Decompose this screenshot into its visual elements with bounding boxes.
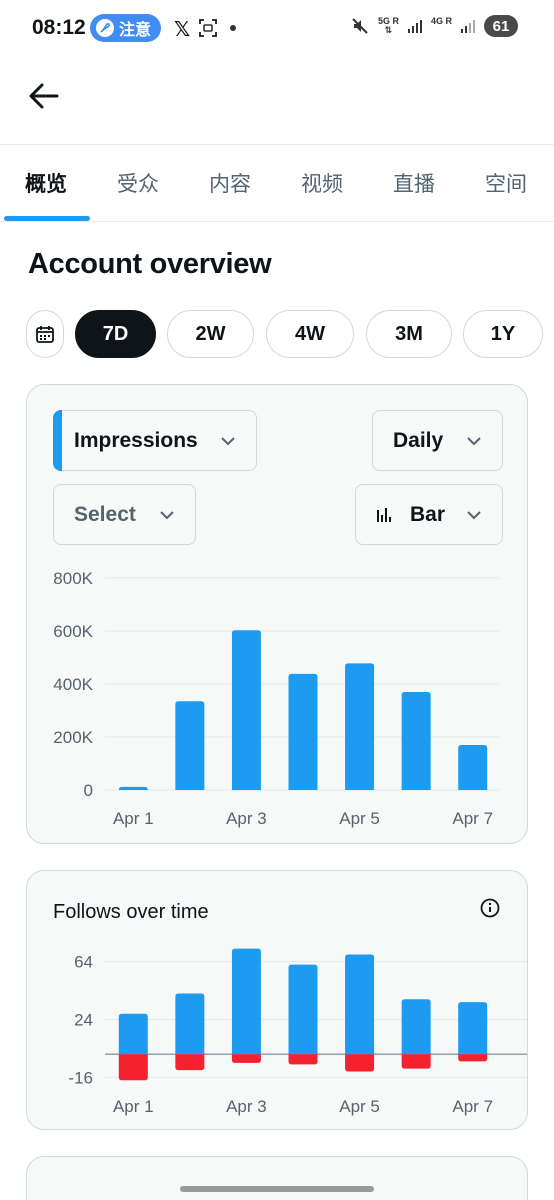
bar [288, 964, 318, 1055]
chevron-down-icon [467, 511, 481, 520]
mute-icon [352, 18, 368, 34]
x-tick-label: Apr 5 [339, 809, 380, 828]
x-tick-label: Apr 5 [339, 1097, 380, 1116]
rocket-icon [96, 19, 114, 37]
chevron-down-icon [467, 437, 481, 446]
notification-dot [230, 25, 236, 31]
metric-dropdown[interactable]: Impressions [53, 410, 257, 471]
status-icons: 5G R ⇅ 4G R 61 [350, 15, 518, 37]
y-tick-label: 800K [53, 569, 93, 588]
bar [345, 954, 375, 1055]
back-button[interactable] [26, 80, 62, 112]
bar [345, 663, 375, 790]
bar [231, 630, 261, 790]
y-tick-label: 400K [53, 675, 93, 694]
range-1y-button[interactable]: 1Y [463, 310, 543, 358]
screenshot-icon [199, 19, 217, 37]
signal-icon [461, 20, 475, 33]
page-title: Account overview [28, 248, 272, 280]
tab-content[interactable]: 内容 [209, 173, 251, 196]
bar [118, 1054, 148, 1081]
bar [118, 1013, 148, 1055]
calendar-icon [36, 326, 54, 343]
bar [288, 673, 318, 790]
chevron-down-icon [160, 511, 174, 520]
range-2w-button[interactable]: 2W [167, 310, 254, 358]
bar [175, 1054, 205, 1071]
active-tab-indicator [4, 216, 90, 221]
bar [401, 999, 431, 1055]
network-5g: 5G R ⇅ [377, 16, 399, 35]
interval-label: Daily [393, 428, 444, 452]
y-tick-label: -16 [68, 1068, 93, 1087]
follows-title: Follows over time [53, 901, 209, 923]
x-logo-icon: 𝕏 [174, 19, 191, 41]
header-divider [0, 144, 554, 145]
metric-label: Impressions [74, 428, 198, 452]
bar [231, 1054, 261, 1063]
status-time: 08:12 [32, 16, 86, 39]
calendar-button[interactable] [26, 310, 64, 358]
battery-icon: 61 [484, 15, 518, 37]
compare-label: Select [74, 502, 136, 526]
notice-label: 注意 [119, 22, 152, 39]
y-tick-label: 24 [74, 1011, 93, 1030]
metric-color-indicator [53, 410, 62, 471]
impressions-card: Impressions Daily Select Bar 0 200K 400K 60… [26, 384, 528, 844]
bar [288, 1054, 318, 1065]
bar [345, 1054, 375, 1072]
home-indicator[interactable] [180, 1186, 374, 1192]
y-tick-label: 64 [74, 953, 93, 972]
bar [401, 691, 431, 790]
bar [118, 786, 148, 790]
tab-audience[interactable]: 受众 [117, 173, 159, 196]
notice-pill[interactable]: 注意 [90, 14, 162, 42]
y-tick-label: 200K [53, 728, 93, 747]
chevron-down-icon [221, 437, 235, 446]
impressions-chart: 0 200K 400K 600K 800K Apr 1 Apr 3 Apr 5 Apr 7 [53, 569, 499, 828]
chart-type-dropdown[interactable]: Bar [355, 484, 503, 545]
range-7d-button[interactable]: 7D [75, 310, 156, 358]
bar [175, 993, 205, 1055]
bar [458, 1054, 488, 1062]
x-tick-label: Apr 1 [113, 1097, 154, 1116]
tab-live[interactable]: 直播 [393, 173, 435, 196]
bar-chart-icon [377, 508, 391, 522]
signal-icon [407, 20, 422, 33]
y-tick-label: 0 [84, 781, 93, 800]
tab-spaces[interactable]: 空间 [485, 173, 527, 196]
bar [401, 1054, 431, 1069]
bar [231, 948, 261, 1055]
bar [458, 744, 488, 790]
follows-chart: -16 24 64 Apr 1 Apr 3 Apr 5 Apr 7 [68, 948, 527, 1116]
next-card [26, 1156, 528, 1200]
x-tick-label: Apr 7 [452, 809, 493, 828]
follows-card: Follows over time -16 24 64 Apr 1 Apr 3 Apr 5… [26, 870, 528, 1130]
status-bar: 08:12 注意 𝕏 5G R ⇅ 4G R 61 [0, 0, 554, 58]
tab-bar: 概览 受众 内容 视频 直播 空间 [0, 146, 554, 222]
tab-video[interactable]: 视频 [301, 173, 343, 196]
range-selector: 7D 2W 4W 3M 1Y [0, 310, 554, 360]
info-icon[interactable] [479, 897, 501, 919]
x-tick-label: Apr 7 [452, 1097, 493, 1116]
y-tick-label: 600K [53, 622, 93, 641]
x-tick-label: Apr 3 [226, 1097, 267, 1116]
tab-overview[interactable]: 概览 [25, 173, 67, 196]
bar [458, 1002, 488, 1055]
compare-dropdown[interactable]: Select [53, 484, 196, 545]
interval-dropdown[interactable]: Daily [372, 410, 503, 471]
chart-type-label: Bar [410, 502, 446, 526]
range-4w-button[interactable]: 4W [266, 310, 354, 358]
tabs-divider [0, 221, 554, 222]
range-3m-button[interactable]: 3M [366, 310, 452, 358]
network-4g: 4G R [430, 16, 452, 26]
arrow-left-icon [29, 83, 59, 109]
x-tick-label: Apr 3 [226, 809, 267, 828]
x-tick-label: Apr 1 [113, 809, 154, 828]
bar [175, 701, 205, 790]
